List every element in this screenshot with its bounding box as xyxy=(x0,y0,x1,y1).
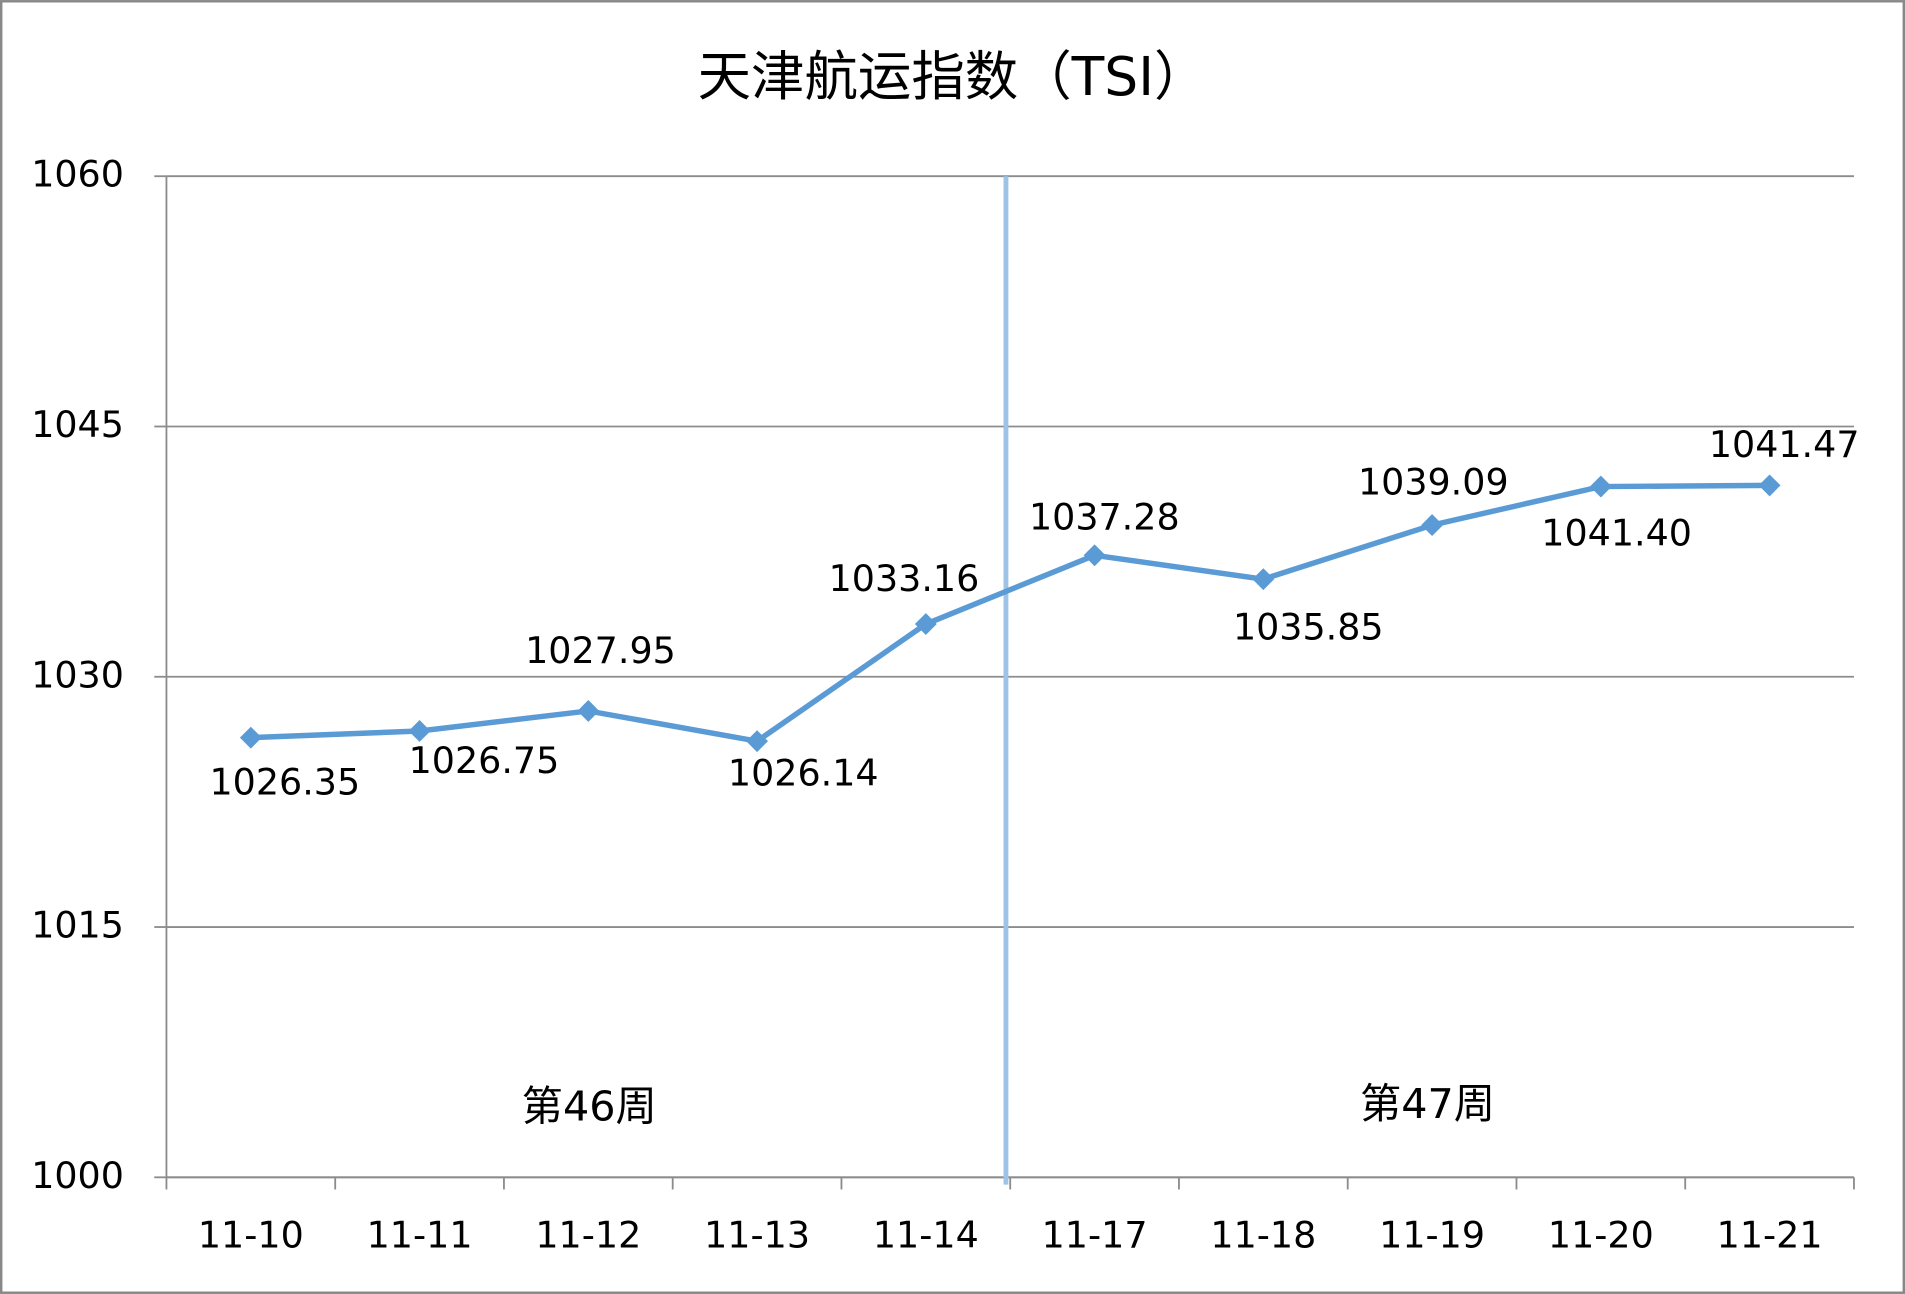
marker xyxy=(1252,568,1275,591)
data-label: 1026.75 xyxy=(409,739,560,782)
marker xyxy=(577,700,600,722)
marker xyxy=(1083,544,1106,567)
x-tick-label: 11-12 xyxy=(535,1213,641,1256)
annotation: 第47周 xyxy=(1360,1080,1495,1128)
marker xyxy=(914,613,937,635)
x-tick-label: 11-10 xyxy=(198,1213,304,1256)
marker xyxy=(1421,514,1444,537)
x-tick-label: 11-19 xyxy=(1379,1213,1485,1256)
data-label: 1041.40 xyxy=(1541,512,1692,555)
y-tick-label: 1015 xyxy=(31,904,124,947)
x-tick-label: 11-21 xyxy=(1717,1213,1823,1256)
marker xyxy=(239,726,262,749)
marker xyxy=(1589,475,1612,498)
data-label: 1033.16 xyxy=(829,557,980,600)
data-label: 1041.47 xyxy=(1709,423,1860,466)
y-tick-label: 1045 xyxy=(31,403,124,446)
x-tick-label: 11-17 xyxy=(1042,1213,1148,1256)
annotation: 第46周 xyxy=(522,1082,657,1130)
line xyxy=(250,482,1770,745)
data-label: 1039.09 xyxy=(1358,460,1509,503)
marker xyxy=(408,720,431,742)
data-label: 1035.85 xyxy=(1233,605,1384,648)
marker xyxy=(1758,474,1781,497)
data-label: 1037.28 xyxy=(1029,495,1180,538)
x-tick-label: 11-11 xyxy=(367,1213,473,1256)
x-tick-label: 11-18 xyxy=(1210,1213,1316,1256)
x-tick-label: 11-14 xyxy=(873,1213,979,1256)
y-tick-label: 1060 xyxy=(31,153,124,196)
chart-title: 天津航运指数（TSI） xyxy=(698,45,1208,108)
x-tick-label: 11-13 xyxy=(704,1213,810,1256)
y-tick-label: 1030 xyxy=(31,653,124,696)
data-label: 1026.14 xyxy=(728,752,879,795)
marker xyxy=(746,730,769,753)
data-label: 1027.95 xyxy=(525,629,676,672)
x-tick-label: 11-20 xyxy=(1548,1213,1654,1256)
y-tick-label: 1000 xyxy=(31,1154,124,1197)
data-label: 1026.35 xyxy=(209,760,360,803)
